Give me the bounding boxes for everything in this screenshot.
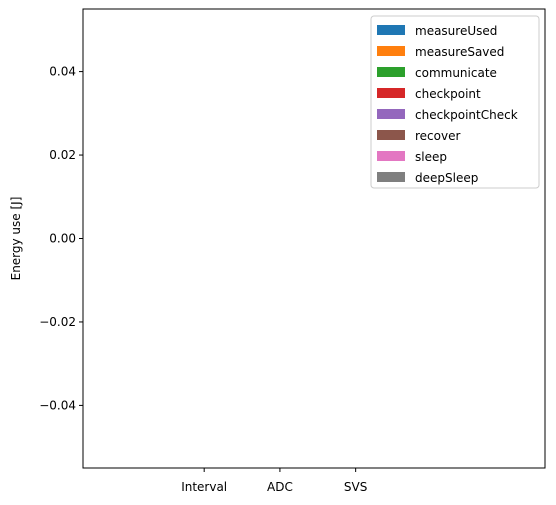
- legend-label-measureUsed: measureUsed: [415, 24, 497, 38]
- legend-label-checkpoint: checkpoint: [415, 87, 481, 101]
- x-tick-label: Interval: [181, 480, 227, 494]
- legend-label-measureSaved: measureSaved: [415, 45, 504, 59]
- legend-frame: [370, 15, 540, 189]
- y-tick-label: 0.02: [49, 148, 76, 162]
- legend-label-communicate: communicate: [415, 66, 497, 80]
- legend-swatch-checkpointCheck: [377, 109, 405, 119]
- legend-swatch-deepSleep: [377, 172, 405, 182]
- x-tick-label: SVS: [344, 480, 367, 494]
- legend-label-recover: recover: [415, 129, 460, 143]
- y-axis-label: Energy use [J]: [9, 197, 23, 281]
- plot-frame: [82, 8, 546, 469]
- x-tick-label: ADC: [267, 480, 293, 494]
- legend-swatch-checkpoint: [377, 88, 405, 98]
- legend-swatch-sleep: [377, 151, 405, 161]
- y-tick-label: 0.04: [49, 65, 76, 79]
- y-tick-label: −0.04: [39, 398, 76, 412]
- legend-label-checkpointCheck: checkpointCheck: [415, 108, 518, 122]
- y-tick-label: −0.02: [39, 315, 76, 329]
- x-axis: Interval ADC SVS: [181, 468, 367, 494]
- legend-label-deepSleep: deepSleep: [415, 171, 478, 185]
- legend-label-sleep: sleep: [415, 150, 447, 164]
- y-tick-label: 0.00: [49, 232, 76, 246]
- legend-swatch-measureUsed: [377, 25, 405, 35]
- legend-swatch-measureSaved: [377, 46, 405, 56]
- y-axis: −0.04 −0.02 0.00 0.02 0.04: [39, 65, 83, 412]
- legend-swatch-communicate: [377, 67, 405, 77]
- legend: measureUsed measureSaved communicate checkp…: [370, 15, 540, 189]
- legend-swatch-recover: [377, 130, 405, 140]
